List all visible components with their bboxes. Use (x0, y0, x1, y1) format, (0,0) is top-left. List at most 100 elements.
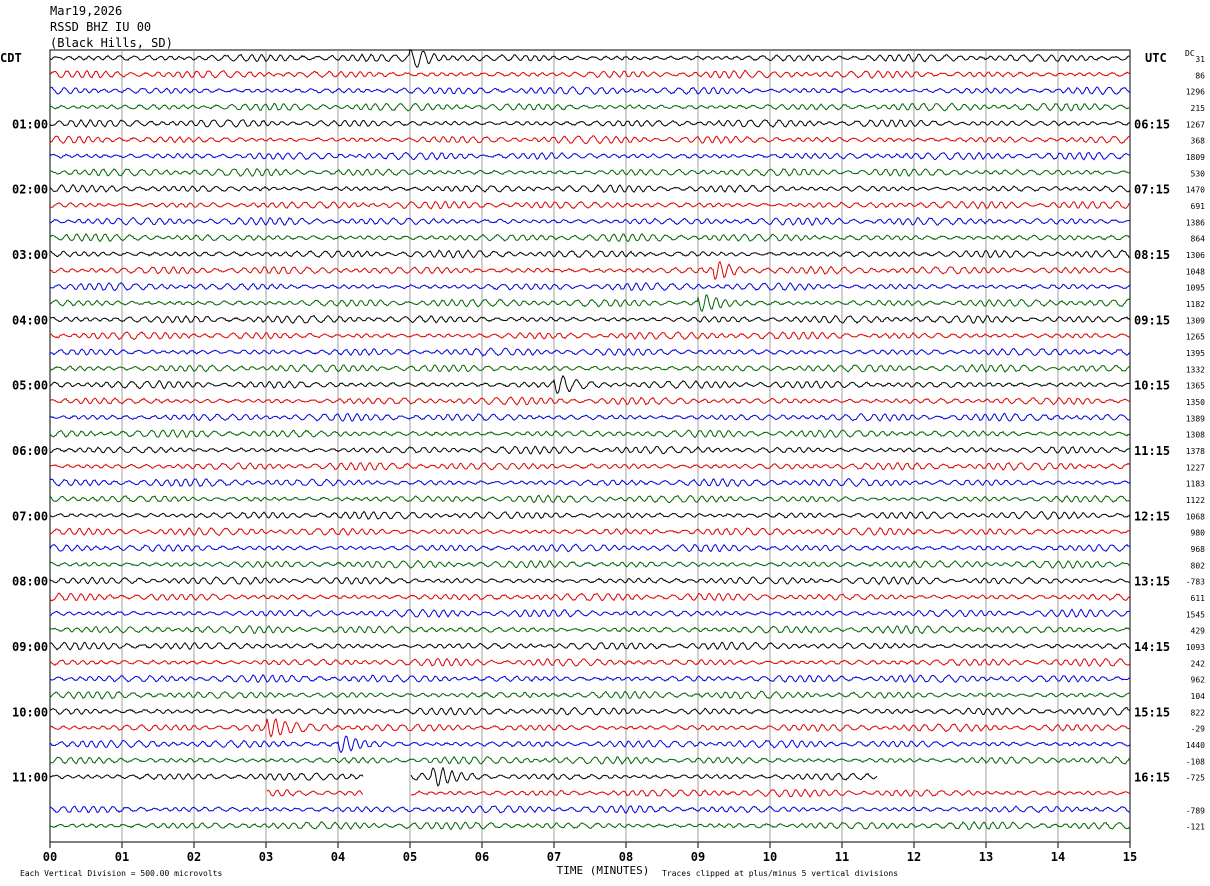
dc-offset-label: 1332 (1186, 365, 1205, 374)
x-tick-label: 11 (835, 850, 849, 864)
dc-offset-label: 1306 (1186, 251, 1205, 260)
seismic-trace (49, 167, 1131, 177)
seismic-trace (49, 706, 1131, 716)
x-tick-label: 14 (1051, 850, 1065, 864)
left-timezone-label: CDT (0, 51, 22, 65)
seismic-trace (49, 102, 1131, 112)
x-tick-label: 07 (547, 850, 561, 864)
dc-offset-label: 1267 (1186, 120, 1205, 129)
right-hour-label: 12:15 (1134, 509, 1170, 523)
x-tick-label: 08 (619, 850, 633, 864)
seismic-trace (49, 374, 1131, 394)
x-axis-label: TIME (MINUTES) (557, 864, 650, 877)
dc-offset-label: 1183 (1186, 480, 1205, 489)
seismic-trace (49, 183, 1131, 194)
seismic-trace (266, 788, 1131, 798)
seismic-trace (49, 576, 1131, 586)
right-hour-label: 08:15 (1134, 248, 1170, 262)
x-tick-label: 05 (403, 850, 417, 864)
dc-offset-label: -108 (1186, 757, 1205, 766)
left-hour-label: 09:00 (12, 640, 48, 654)
seismic-trace (49, 559, 1131, 569)
dc-offset-label: 1265 (1186, 333, 1205, 342)
seismic-trace (49, 412, 1131, 422)
date-label: Mar19,2026 (50, 4, 123, 18)
seismic-trace (50, 249, 1131, 259)
x-tick-label: 09 (691, 850, 705, 864)
seismic-trace (49, 260, 1131, 281)
dc-offset-label: 1308 (1186, 431, 1205, 440)
dc-offset-label: 1068 (1186, 512, 1205, 521)
dc-offset-label: -29 (1191, 725, 1206, 734)
right-hour-label: 11:15 (1134, 444, 1170, 458)
right-hour-label: 13:15 (1134, 575, 1170, 589)
dc-offset-label: 368 (1191, 137, 1206, 146)
x-tick-label: 03 (259, 850, 273, 864)
dc-offset-label: 802 (1191, 561, 1206, 570)
dc-offset-label: 1365 (1186, 382, 1205, 391)
dc-offset-label: 1378 (1186, 447, 1205, 456)
seismic-trace (49, 657, 1131, 667)
dc-offset-label: -725 (1186, 774, 1205, 783)
dc-offset-label: -783 (1186, 578, 1205, 587)
footer-clip-note: Traces clipped at plus/minus 5 vertical … (662, 869, 898, 878)
right-hour-label: 16:15 (1134, 771, 1170, 785)
left-hour-label: 07:00 (12, 509, 48, 523)
seismic-trace (50, 608, 1130, 618)
x-tick-label: 10 (763, 850, 777, 864)
seismic-trace (49, 118, 1131, 128)
dc-offset-label: 1389 (1186, 414, 1205, 423)
seismic-trace (49, 216, 1131, 227)
seismic-trace (49, 396, 1131, 406)
seismic-trace (49, 526, 1131, 537)
dc-offset-label: 1809 (1186, 153, 1205, 162)
dc-offset-label: 968 (1191, 545, 1206, 554)
footer-scale-note: Each Vertical Division = 500.00 microvol… (20, 869, 222, 878)
right-hour-label: 07:15 (1134, 183, 1170, 197)
seismic-trace (49, 510, 1131, 520)
x-tick-label: 00 (43, 850, 57, 864)
left-hour-label: 02:00 (12, 183, 48, 197)
left-hour-label: 04:00 (12, 313, 48, 327)
seismic-trace (49, 766, 878, 787)
right-hour-label: 14:15 (1134, 640, 1170, 654)
dc-offset-label: 822 (1191, 708, 1206, 717)
right-timezone-label: UTC (1145, 51, 1167, 65)
station-label: RSSD BHZ IU 00 (50, 20, 152, 34)
dc-offset-label: 1296 (1186, 88, 1205, 97)
right-hour-label: 15:15 (1134, 705, 1170, 719)
seismic-trace (49, 592, 1131, 602)
seismic-trace (49, 461, 1131, 472)
dc-offset-label: 86 (1195, 71, 1205, 80)
seismic-trace (49, 625, 1131, 635)
seismic-trace (49, 281, 1131, 292)
dc-offset-label: 242 (1191, 659, 1206, 668)
x-tick-label: 15 (1123, 850, 1137, 864)
left-hour-label: 06:00 (12, 444, 48, 458)
left-hour-label: 01:00 (12, 117, 48, 131)
seismic-trace (49, 543, 1131, 553)
seismic-trace (49, 86, 1131, 96)
seismic-trace (49, 755, 1131, 765)
dc-offset-label: 611 (1191, 594, 1206, 603)
dc-offset-label: 215 (1191, 104, 1206, 113)
left-hour-label: 08:00 (12, 575, 48, 589)
dc-offset-label: 864 (1191, 235, 1206, 244)
dc-offset-label: 1122 (1186, 496, 1205, 505)
right-hour-label: 09:15 (1134, 313, 1170, 327)
dc-offset-label: 962 (1191, 676, 1206, 685)
seismic-trace (49, 821, 1131, 831)
seismic-trace (49, 429, 1131, 439)
left-hour-label: 05:00 (12, 379, 48, 393)
left-hour-label: 03:00 (12, 248, 48, 262)
seismic-trace (49, 641, 1131, 651)
dc-offset-label: 530 (1191, 169, 1206, 178)
dc-offset-label: 1182 (1186, 300, 1205, 309)
seismic-trace (49, 804, 1131, 814)
dc-offset-label: -121 (1186, 823, 1205, 832)
seismic-trace (49, 717, 1131, 738)
seismic-trace (49, 363, 1131, 374)
dc-header-label: DC (1185, 49, 1195, 58)
dc-offset-label: 1395 (1186, 349, 1205, 358)
seismic-trace (49, 314, 1131, 324)
